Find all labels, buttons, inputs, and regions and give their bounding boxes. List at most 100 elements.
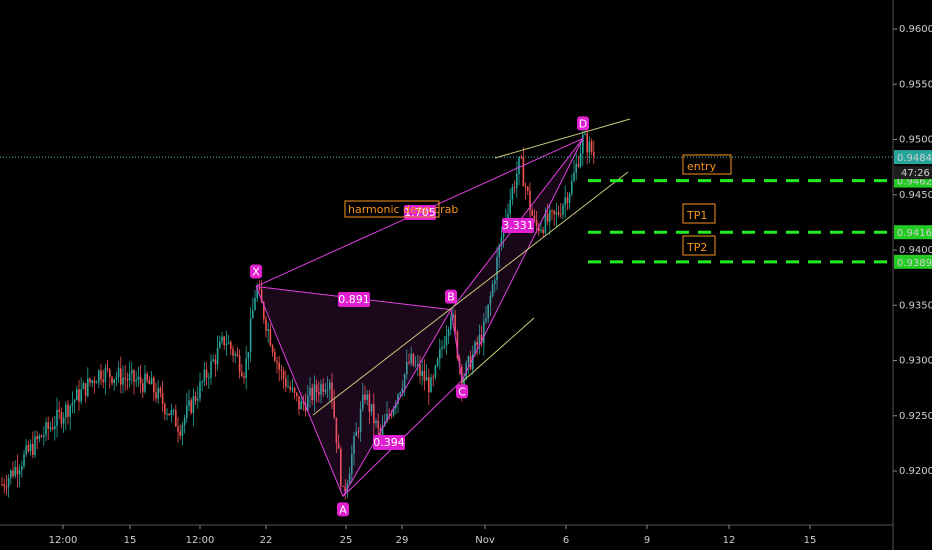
candle-body bbox=[232, 348, 234, 356]
candle-body bbox=[540, 229, 542, 232]
candle-body bbox=[419, 364, 421, 376]
candle-body bbox=[436, 359, 439, 366]
x-tick-label: 22 bbox=[260, 535, 273, 546]
candle-body bbox=[410, 353, 412, 364]
candle-body bbox=[216, 347, 219, 365]
candle-body bbox=[111, 376, 113, 384]
candle-body bbox=[546, 213, 549, 222]
candle-body bbox=[357, 431, 360, 433]
candle-body bbox=[390, 414, 393, 416]
candle-body bbox=[331, 382, 333, 401]
candle-body bbox=[71, 402, 74, 406]
candle-body bbox=[243, 376, 245, 379]
candle-body bbox=[388, 414, 390, 416]
candle-body bbox=[49, 427, 52, 429]
candle-body bbox=[104, 368, 107, 383]
candle-body bbox=[485, 318, 487, 322]
candle-body bbox=[25, 445, 27, 454]
ratio-box bbox=[373, 435, 405, 450]
candle-body bbox=[337, 443, 340, 449]
candle-body bbox=[102, 379, 104, 383]
candle-body bbox=[16, 466, 19, 475]
x-tick-label: 9 bbox=[644, 535, 650, 546]
candle-body bbox=[179, 431, 181, 436]
candle-body bbox=[489, 295, 492, 305]
candle-body bbox=[190, 400, 192, 414]
candle-body bbox=[498, 245, 500, 257]
candle-body bbox=[522, 157, 525, 187]
trend-channel bbox=[312, 118, 631, 416]
candle-body bbox=[58, 409, 60, 412]
candle-body bbox=[95, 382, 98, 384]
candle-body bbox=[401, 388, 404, 393]
candle-body bbox=[329, 382, 331, 390]
candle-body bbox=[51, 427, 54, 430]
channel-line bbox=[461, 317, 535, 383]
candle-body bbox=[344, 486, 346, 492]
candle-body bbox=[298, 396, 300, 410]
candle-body bbox=[516, 173, 518, 189]
candle-body bbox=[40, 435, 43, 438]
candle-body bbox=[29, 443, 32, 452]
candle-body bbox=[258, 288, 261, 290]
candle-body bbox=[214, 359, 217, 365]
candle-body bbox=[219, 341, 221, 348]
candle-body bbox=[386, 414, 388, 422]
candle-body bbox=[593, 151, 595, 156]
point-marker bbox=[250, 264, 262, 279]
candle-body bbox=[223, 336, 225, 346]
candle-body bbox=[366, 394, 368, 401]
candle-body bbox=[496, 256, 498, 281]
candle-body bbox=[467, 356, 470, 364]
candle-body bbox=[494, 280, 496, 284]
candle-body bbox=[584, 133, 586, 135]
candle-body bbox=[280, 369, 283, 371]
candle-body bbox=[87, 378, 89, 396]
candle-body bbox=[170, 409, 173, 416]
level-price-label: 0.93893 bbox=[897, 258, 932, 269]
candle-body bbox=[34, 436, 36, 456]
candle-body bbox=[181, 425, 184, 436]
candle-body bbox=[100, 370, 102, 380]
level-box bbox=[682, 235, 716, 256]
candle-body bbox=[276, 360, 278, 363]
candle-body bbox=[263, 302, 265, 320]
candle-body bbox=[93, 380, 96, 384]
candle-body bbox=[364, 394, 366, 401]
candle-body bbox=[18, 470, 21, 475]
candle-body bbox=[456, 331, 459, 359]
candle-body bbox=[483, 321, 485, 344]
point-marker bbox=[577, 116, 589, 131]
candle-body bbox=[27, 445, 30, 452]
candle-body bbox=[564, 197, 566, 206]
point-label-D: D bbox=[579, 117, 587, 130]
candle-body bbox=[208, 377, 210, 379]
candle-body bbox=[414, 364, 417, 366]
candle-body bbox=[428, 377, 430, 393]
candle-body bbox=[183, 417, 186, 426]
candle-body bbox=[579, 153, 582, 167]
candle-body bbox=[23, 453, 25, 467]
candle-body bbox=[84, 383, 87, 396]
ratio-box bbox=[502, 218, 534, 233]
pattern-xab-fill bbox=[256, 286, 451, 497]
x-tick-label: 15 bbox=[124, 535, 137, 546]
candle-body bbox=[254, 297, 256, 310]
ratio-label: 3.331 bbox=[502, 219, 534, 232]
point-label-C: C bbox=[458, 385, 466, 398]
candle-body bbox=[307, 395, 309, 411]
candle-body bbox=[139, 376, 142, 384]
candle-body bbox=[113, 379, 115, 384]
candle-body bbox=[54, 426, 56, 430]
candle-body bbox=[445, 335, 448, 346]
candle-body bbox=[403, 374, 406, 389]
ratio-box bbox=[338, 292, 370, 307]
candle-body bbox=[353, 436, 355, 455]
candle-body bbox=[21, 466, 23, 471]
candle-body bbox=[340, 448, 342, 486]
